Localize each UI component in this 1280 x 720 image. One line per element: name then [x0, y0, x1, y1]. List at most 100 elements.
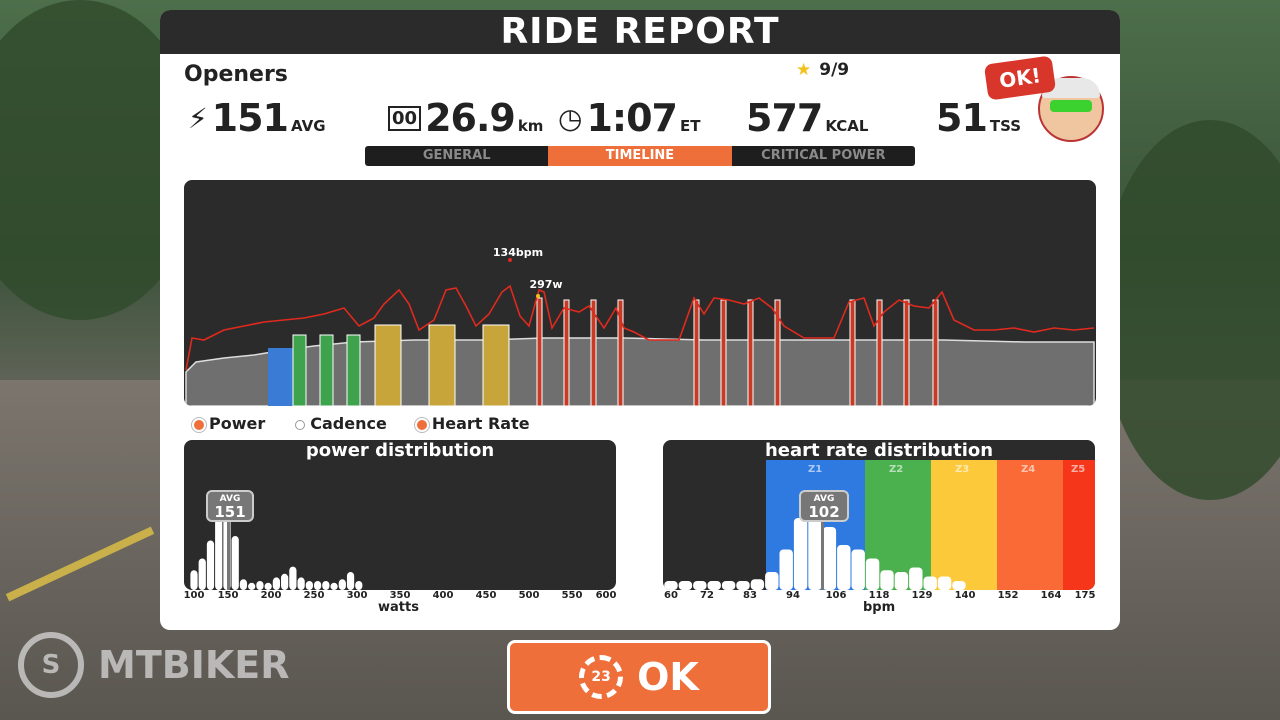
tab-general[interactable]: GENERAL	[365, 146, 549, 166]
power-distribution-title: power distribution	[305, 440, 495, 461]
sprint-spike	[563, 299, 570, 406]
distance-unit: km	[517, 117, 544, 135]
histogram-bar	[256, 581, 264, 590]
histogram-bar	[736, 581, 750, 590]
tab-critical-power[interactable]: CRITICAL POWER	[731, 146, 915, 166]
power-distribution-chart: power distribution AVG 151	[184, 440, 616, 590]
zone-band-z3	[931, 460, 997, 590]
power-tick: 500	[518, 590, 540, 601]
zone-block-green	[346, 334, 361, 406]
histogram-bar	[909, 567, 923, 590]
histogram-bar	[923, 576, 937, 590]
histogram-bar	[894, 572, 909, 590]
watermark: S MTBIKER	[18, 632, 290, 698]
sprint-spike	[536, 297, 543, 406]
power-tick: 150	[217, 590, 239, 601]
hr-tick: 175	[1074, 590, 1096, 601]
hr-tick: 140	[954, 590, 976, 601]
histogram-bar	[305, 581, 313, 590]
histogram-bar	[322, 581, 330, 590]
hr-tick: 164	[1040, 590, 1062, 601]
hr-peak-label: 134bpm	[493, 246, 543, 259]
countdown-timer-icon: 23	[579, 655, 624, 699]
hr-tick: 83	[743, 590, 757, 601]
avatar-glasses	[1050, 100, 1092, 112]
power-axis-label: watts	[378, 600, 419, 615]
sprint-spike	[617, 299, 624, 406]
histogram-bar	[355, 581, 363, 590]
ok-button[interactable]: 23 OK	[507, 640, 771, 714]
distance-stat: 00 26.9 km	[388, 96, 543, 140]
zone-label: Z3	[955, 464, 970, 475]
histogram-bar	[272, 577, 281, 590]
sprint-spike	[849, 299, 856, 406]
rider-avatar	[1038, 76, 1104, 142]
zone-block-green	[292, 334, 307, 406]
sprint-spike	[903, 299, 910, 406]
legend-cadence[interactable]: Cadence	[295, 414, 387, 433]
hr-tick: 72	[700, 590, 714, 601]
timeline-svg: 134bpm 297w	[185, 246, 1095, 406]
watermark-text: MTBIKER	[98, 643, 290, 687]
sprint-spikes	[536, 297, 939, 406]
legend-power[interactable]: Power	[194, 414, 265, 433]
hr-tick: 152	[997, 590, 1019, 601]
histogram-bar	[313, 581, 322, 590]
calories-value: 577	[746, 96, 823, 140]
histogram-bar	[338, 579, 346, 590]
tab-timeline[interactable]: TIMELINE	[548, 146, 732, 166]
odometer-icon: 00	[388, 105, 422, 131]
hr-tick: 106	[825, 590, 847, 601]
zone-label: Z1	[808, 464, 823, 475]
histogram-bar	[198, 558, 206, 590]
hr-distribution-svg	[664, 500, 966, 590]
page-title: RIDE REPORT	[160, 10, 1120, 54]
zone-block-yellow	[428, 324, 456, 406]
power-tick: 600	[595, 590, 617, 601]
zone-label: Z2	[889, 464, 904, 475]
histogram-bar	[281, 573, 289, 590]
clock-icon: ◷	[558, 101, 583, 135]
ok-button-label: OK	[637, 655, 699, 699]
hr-peak-marker	[508, 258, 512, 262]
sprint-spike	[693, 299, 700, 406]
power-avg-line	[227, 522, 230, 590]
cadence-toggle-icon	[295, 419, 306, 430]
heart-rate-line	[185, 284, 1095, 371]
legend-power-label: Power	[209, 414, 266, 433]
histogram-bar	[707, 581, 721, 590]
power-toggle-icon	[194, 419, 204, 430]
power-peak-marker	[536, 294, 540, 298]
histogram-bar	[346, 572, 355, 590]
legend-heart-rate[interactable]: Heart Rate	[416, 414, 530, 433]
gear-logo-icon: S	[18, 632, 84, 698]
histogram-bar	[289, 566, 297, 590]
avatar-cap	[1042, 78, 1100, 98]
stars-value: 9/9	[819, 60, 850, 80]
star-icon: ★	[796, 60, 812, 80]
histogram-bar	[865, 558, 880, 590]
hr-avg-value: 102	[808, 503, 840, 521]
histogram-bar	[952, 581, 966, 590]
histogram-bar	[248, 582, 256, 590]
histogram-bar	[837, 545, 851, 590]
zone-block-blue	[268, 348, 294, 406]
zone-block-green	[319, 334, 334, 406]
histogram-bar	[937, 576, 952, 590]
zone-label: Z5	[1071, 464, 1086, 475]
time-stat: ◷ 1:07 ET	[558, 96, 700, 140]
histogram-bar	[851, 549, 865, 590]
histogram-bar	[297, 577, 305, 590]
power-tick: 200	[260, 590, 282, 601]
zone-band-z4	[997, 460, 1063, 590]
sprint-spike	[932, 299, 939, 406]
ride-report-panel: RIDE REPORT Openers ★ 9/9 ⚡ 151 AVG 00 26…	[160, 10, 1120, 630]
sprint-spike	[774, 299, 781, 406]
histogram-bar	[264, 582, 272, 590]
power-avg-marker: AVG 151	[206, 490, 254, 522]
zone-band-z5	[1063, 460, 1095, 590]
sprint-spike	[876, 299, 883, 406]
tss-value: 51	[936, 96, 988, 140]
calories-unit: KCAL	[825, 117, 869, 135]
power-avg-value: 151	[214, 503, 246, 521]
